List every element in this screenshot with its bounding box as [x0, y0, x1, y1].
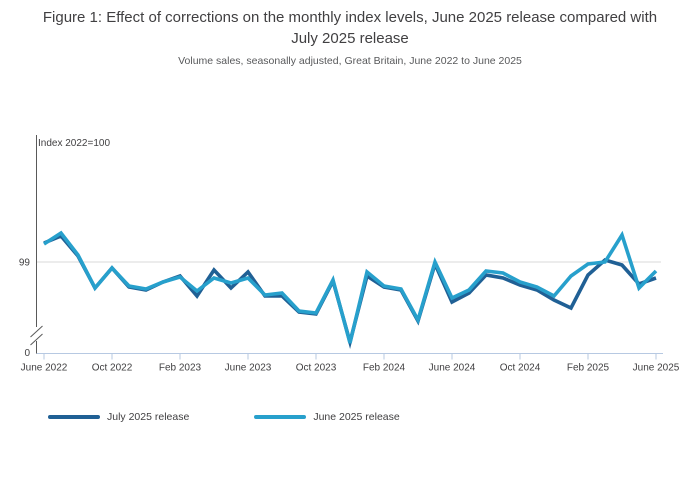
legend-swatch-july-2025-release [48, 415, 100, 419]
x-tick-label: Oct 2022 [92, 363, 133, 374]
legend-item-june-2025-release: June 2025 release [254, 411, 400, 423]
legend-label: July 2025 release [107, 411, 190, 423]
x-tick-label: June 2023 [225, 363, 272, 374]
series-line-june-2025-release [43, 230, 658, 344]
x-tick-label: Feb 2024 [363, 363, 406, 374]
axis-break-mark [30, 333, 43, 346]
y-axis-unit-label: Index 2022=100 [38, 138, 110, 149]
x-tick-label: Oct 2024 [500, 363, 541, 374]
legend-label: June 2025 release [313, 411, 400, 423]
x-tick-label: Feb 2023 [159, 363, 202, 374]
legend-swatch-june-2025-release [254, 415, 307, 419]
axis-break-mark [30, 325, 43, 338]
y-tick-label-99: 99 [19, 258, 31, 269]
x-tick-label: Feb 2025 [567, 363, 610, 374]
x-tick-label: June 2024 [429, 363, 476, 374]
figure-title: Figure 1: Effect of corrections on the m… [42, 9, 658, 47]
figure-subtitle: Volume sales, seasonally adjusted, Great… [178, 55, 522, 67]
y-tick-label-0: 0 [24, 348, 30, 359]
x-tick-label: June 2025 [633, 363, 680, 374]
chart-legend: July 2025 release June 2025 release [48, 411, 400, 423]
legend-item-july-2025-release: July 2025 release [48, 411, 189, 423]
x-tick-label: June 2022 [21, 363, 68, 374]
x-tick-label: Oct 2023 [296, 363, 337, 374]
